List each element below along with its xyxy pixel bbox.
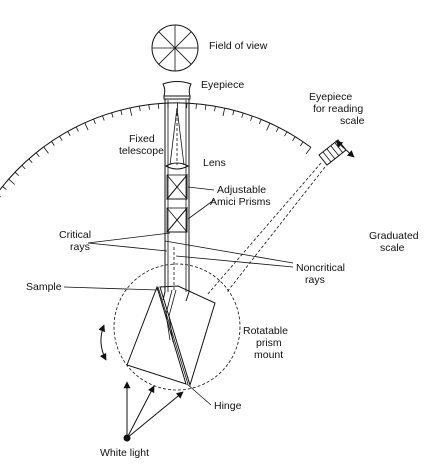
scale-tick [241,112,244,118]
reading-scale-eyepiece [318,139,355,166]
reading-eyepiece-label-line2: for reading [313,103,363,115]
eyepiece-label: Eyepiece [201,79,244,91]
scale-tick [111,112,114,118]
rotatable-mount-label-line3: mount [254,349,283,361]
amici-prism-upper [165,173,188,200]
scale-tick [84,122,89,131]
scale-tick [292,136,296,142]
telescope-base [162,291,190,302]
scale-tick [232,110,235,116]
fixed-telescope-label-line2: telescope [119,145,164,157]
scale-tick [299,141,304,147]
rotatable-prism-mount [113,263,241,391]
scale-tick [2,186,7,190]
scale-tick [14,171,19,176]
fixed-telescope [163,95,191,292]
critical-rays-label-line1: Critical [59,229,91,241]
lower-prism [126,285,187,385]
rotatable-mount-label-line2: prism [256,337,282,349]
reading-eyepiece-label-line3: scale [340,115,365,127]
scale-tick [102,115,105,121]
amici-label-line2: Amici Prisms [210,196,271,208]
scale-tick [305,147,312,155]
amici-prism-lower [165,206,188,233]
scale-tick [43,146,49,154]
ray-path-2 [168,289,177,343]
scale-tick [75,126,79,132]
field-of-view-label: Field of view [209,40,268,52]
critical-ray-pointer-2 [87,232,171,244]
scale-tick [258,119,262,125]
reading-sightline-1 [206,162,322,296]
scale-tick [51,141,55,146]
scale-tick [195,103,197,109]
critical-ray-pointer-1 [87,242,168,252]
light-ray-3 [126,391,184,439]
scale-tick [93,118,96,124]
noncritical-ray-pointer-2 [175,255,294,268]
scale-tick [284,131,288,137]
hinge-label: Hinge [214,400,242,412]
upper-prism [159,285,216,387]
sample-pointer [63,286,159,291]
reading-sightline-2 [226,166,326,293]
rotation-arrow [98,324,107,361]
sample-label: Sample [26,281,62,293]
rotatable-mount-label-line1: Rotatable [243,325,288,337]
scale-tick [35,152,40,157]
scale-tick [139,106,141,112]
scale-tick [266,123,271,131]
scale-tick [214,106,216,112]
eyepiece [162,81,192,97]
critical-rays-label-line2: rays [70,241,90,253]
hinge-pointer [186,383,212,406]
scale-tick [222,108,226,117]
scale-tick [21,165,26,170]
ray-path-1 [165,289,173,341]
noncritical-rays-label-line2: rays [305,274,325,286]
reading-eyepiece-label-line1: Eyepiece [309,91,352,103]
graduated-scale-label-line2: scale [380,242,405,254]
scale-tick [148,104,150,110]
scale-tick [28,158,33,163]
light-ray-2 [126,385,155,439]
scale-tick [120,110,123,116]
scale-tick [129,107,133,116]
scale-tick [157,103,160,109]
graduated-scale-arc [0,102,312,198]
noncritical-ray-pointer-1 [164,240,294,264]
white-light-label: White light [100,447,149,459]
scale-tick [67,131,71,136]
sample-layer [157,286,189,385]
scale-tick [250,115,253,121]
field-of-view-circle [151,24,199,72]
fixed-telescope-label-line1: Fixed [129,133,155,145]
scale-tick [8,178,15,185]
scale-tick [275,127,279,132]
amici-label-line1: Adjustable [217,184,266,196]
scale-tick [59,136,63,141]
lens-label: Lens [203,157,226,169]
graduated-scale-label-line1: Graduated [369,230,419,242]
lens [164,162,190,170]
noncritical-rays-label-line1: Noncritical [296,262,345,274]
scale-tick [0,195,1,198]
scale-tick [204,104,207,110]
